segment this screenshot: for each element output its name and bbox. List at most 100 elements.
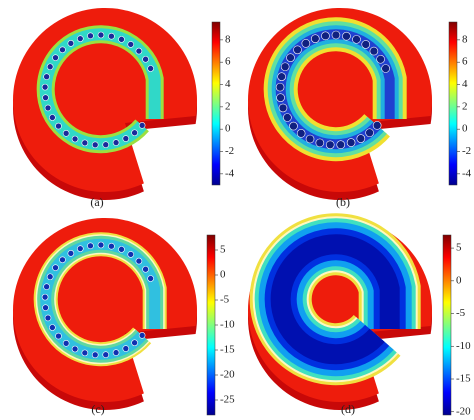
ring-dot bbox=[147, 65, 154, 72]
colorbar bbox=[206, 234, 216, 416]
ring-dot bbox=[135, 47, 143, 55]
colorbar-tick-label: -10 bbox=[220, 319, 235, 331]
colorbar-tick-label: -5 bbox=[456, 307, 466, 319]
ring-dot bbox=[43, 73, 50, 80]
colorbar bbox=[448, 21, 458, 186]
ring-dot bbox=[59, 256, 66, 264]
ring-dot bbox=[102, 351, 110, 358]
colorbar-tick-label: -2 bbox=[462, 145, 471, 157]
panel bbox=[248, 213, 432, 410]
ring-dot bbox=[142, 55, 149, 63]
panel-label: (d) bbox=[341, 402, 355, 416]
ring-dot bbox=[280, 62, 290, 72]
panel bbox=[13, 8, 198, 200]
colorbar-tick-label: -20 bbox=[220, 369, 235, 381]
ring-dot bbox=[127, 41, 135, 48]
ring-dot bbox=[147, 275, 154, 282]
colorbar-tick-label: 5 bbox=[456, 242, 462, 254]
ring-dot bbox=[277, 72, 286, 81]
ring-dot bbox=[112, 349, 120, 356]
ring-dot bbox=[71, 135, 79, 143]
ring-dot bbox=[361, 40, 371, 49]
ring-dot bbox=[321, 31, 330, 41]
ring-dot bbox=[346, 138, 356, 147]
colorbar-tick-label: -10 bbox=[456, 340, 471, 352]
colorbar bbox=[211, 21, 221, 186]
ring-band bbox=[39, 28, 161, 151]
panel-label: (c) bbox=[91, 402, 104, 416]
colorbar-tick-label: 6 bbox=[225, 56, 231, 68]
colorbar-tick-label: -15 bbox=[456, 373, 471, 385]
ring-dot bbox=[286, 53, 295, 62]
ring-dot bbox=[102, 141, 110, 148]
ring-dot bbox=[87, 32, 94, 40]
ring-dot bbox=[131, 129, 138, 137]
ring-dot bbox=[278, 103, 288, 113]
ring-dot bbox=[315, 138, 325, 148]
ring-dot bbox=[67, 40, 75, 47]
ring-dot bbox=[59, 46, 66, 54]
ring-dot bbox=[310, 34, 320, 43]
ring-dot bbox=[122, 135, 130, 142]
ring-dot bbox=[108, 32, 115, 40]
panel-label: (a) bbox=[90, 195, 103, 209]
ring-dot bbox=[44, 104, 52, 112]
ring-dot bbox=[376, 54, 385, 64]
ring-dot bbox=[49, 114, 56, 121]
colorbar-tick-label: 4 bbox=[462, 78, 468, 90]
colorbar-tick-label: 8 bbox=[462, 33, 468, 45]
ring-dot bbox=[76, 35, 84, 42]
colorbar-tick-label: 6 bbox=[462, 56, 468, 68]
ring-dot bbox=[372, 121, 382, 130]
colorbar-tick-label: 4 bbox=[225, 78, 231, 90]
colorbar-tick-label: 0 bbox=[225, 123, 231, 135]
ring-dot bbox=[135, 257, 143, 265]
ring-dot bbox=[76, 245, 84, 252]
ring-dot bbox=[52, 54, 59, 61]
colorbar-tick-label: 0 bbox=[462, 123, 468, 135]
colorbar bbox=[442, 234, 452, 416]
ring-dot bbox=[108, 242, 115, 250]
ring-dot bbox=[41, 293, 49, 301]
ring-dot bbox=[131, 339, 138, 347]
panel bbox=[13, 218, 198, 410]
ring-dot bbox=[296, 129, 306, 138]
ring-dot bbox=[365, 128, 374, 138]
ring-dot bbox=[325, 140, 335, 150]
ring-dot bbox=[122, 345, 130, 352]
ring-dot bbox=[81, 139, 89, 147]
ring-dot bbox=[49, 324, 56, 331]
ring-dot bbox=[331, 30, 341, 40]
colorbar-tick-label: -5 bbox=[220, 294, 230, 306]
ring-dot bbox=[62, 130, 70, 137]
ring-dot bbox=[91, 351, 99, 359]
colorbar-tick-label: 2 bbox=[225, 100, 231, 112]
colorbar-tick-label: 0 bbox=[456, 274, 462, 286]
colorbar-tick-label: 5 bbox=[220, 244, 226, 256]
colorbar-tick-label: 2 bbox=[462, 100, 468, 112]
ring-dot bbox=[91, 141, 99, 149]
ring-dot bbox=[301, 39, 311, 48]
colorbar-tick-label: -25 bbox=[220, 394, 235, 406]
ring-band bbox=[270, 234, 400, 365]
panel-label: (b) bbox=[336, 195, 350, 209]
ring-dot bbox=[41, 83, 49, 91]
ring-dot bbox=[44, 314, 52, 322]
ring-dot bbox=[62, 340, 70, 347]
ring-dot bbox=[112, 139, 120, 146]
ring-dot bbox=[118, 36, 125, 43]
ring-dot bbox=[46, 273, 54, 281]
ring-dot bbox=[289, 121, 298, 131]
ring-dot bbox=[67, 250, 75, 257]
ring-dot bbox=[42, 304, 49, 311]
colorbar-tick-label: -4 bbox=[225, 167, 235, 179]
ring-dot bbox=[71, 345, 79, 353]
colorbar-tick-label: -4 bbox=[462, 167, 472, 179]
ring-dot bbox=[81, 349, 89, 357]
ring-dot bbox=[276, 93, 285, 102]
ring-dot bbox=[293, 45, 302, 55]
ring-dot bbox=[118, 246, 125, 253]
colorbar-tick-label: 8 bbox=[225, 33, 231, 45]
ring-dot bbox=[42, 94, 49, 101]
panel bbox=[248, 8, 432, 200]
